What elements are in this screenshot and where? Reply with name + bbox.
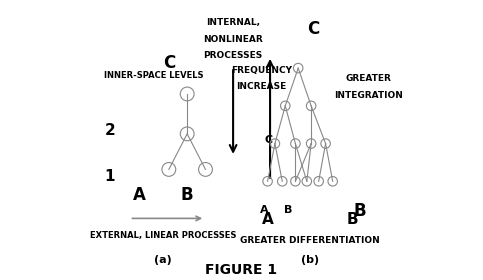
Text: FIGURE 1: FIGURE 1 xyxy=(205,263,278,277)
Text: NONLINEAR: NONLINEAR xyxy=(203,35,263,44)
Text: C: C xyxy=(163,54,175,72)
Text: 1: 1 xyxy=(104,169,115,184)
Text: A: A xyxy=(262,212,273,227)
Text: (a): (a) xyxy=(154,255,172,265)
Text: B: B xyxy=(284,205,292,215)
Text: FREQUENCY: FREQUENCY xyxy=(231,66,292,74)
Text: 2: 2 xyxy=(104,123,115,138)
Text: INTEGRATION: INTEGRATION xyxy=(334,91,403,100)
Text: INTERNAL,: INTERNAL, xyxy=(206,18,260,27)
Text: EXTERNAL, LINEAR PROCESSES: EXTERNAL, LINEAR PROCESSES xyxy=(90,231,236,240)
Text: B: B xyxy=(354,202,366,220)
Text: GREATER: GREATER xyxy=(346,74,392,83)
Text: B: B xyxy=(181,186,193,204)
Text: A: A xyxy=(260,205,269,215)
Text: PROCESSES: PROCESSES xyxy=(203,52,263,60)
Text: A: A xyxy=(133,186,146,204)
Text: B: B xyxy=(346,212,358,227)
Text: INCREASE: INCREASE xyxy=(237,82,287,91)
Text: GREATER DIFFERENTIATION: GREATER DIFFERENTIATION xyxy=(240,236,380,245)
Text: INNER-SPACE LEVELS: INNER-SPACE LEVELS xyxy=(104,71,204,80)
Text: (b): (b) xyxy=(301,255,319,265)
Text: C: C xyxy=(264,135,272,145)
Text: C: C xyxy=(307,20,320,38)
